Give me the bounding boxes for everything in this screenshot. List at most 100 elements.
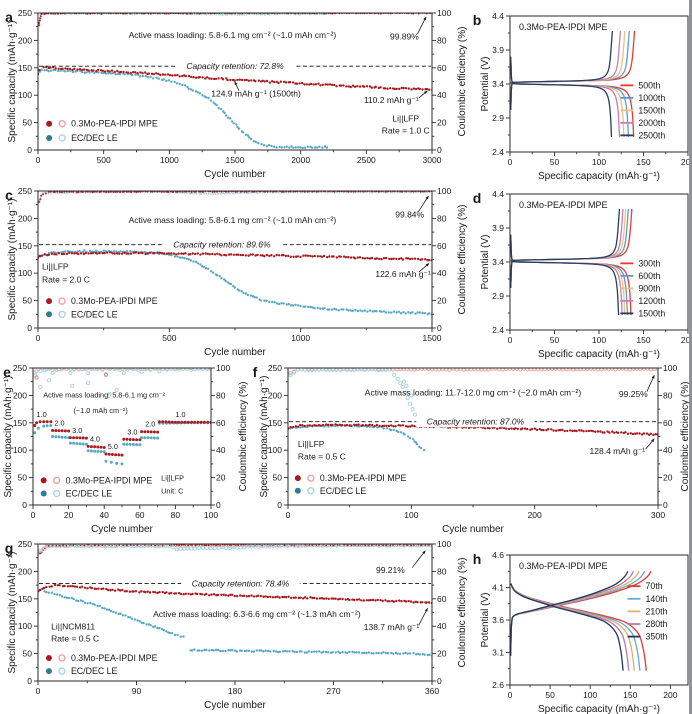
annotation: Li||NCM811	[51, 621, 95, 631]
data-dot	[83, 71, 87, 74]
data-dot	[345, 85, 348, 88]
data-dot	[201, 94, 204, 97]
data-dot	[244, 13, 247, 14]
ce-open-dot	[274, 544, 280, 549]
data-dot	[411, 257, 414, 260]
data-dot	[114, 611, 118, 614]
panel-letter: h	[473, 551, 482, 567]
data-dot	[218, 191, 221, 193]
data-dot	[382, 191, 385, 192]
data-dot	[122, 70, 125, 74]
data-dot	[152, 73, 155, 76]
data-dot	[132, 251, 136, 254]
data-dot	[149, 251, 152, 254]
outlier-dot	[403, 390, 408, 395]
data-dot	[113, 70, 116, 74]
data-dot	[394, 191, 396, 192]
data-dot	[334, 597, 337, 600]
data-dot	[357, 13, 360, 15]
data-dot	[272, 145, 276, 148]
data-dot	[271, 596, 275, 599]
data-dot	[406, 544, 408, 547]
y-right-tick-label: 60	[437, 594, 447, 604]
annotation: 122.6 mAh g⁻¹	[375, 269, 431, 279]
y-left-tick-label: 4.4	[492, 189, 504, 199]
data-dot	[175, 253, 178, 256]
data-dot	[63, 191, 66, 193]
data-dot	[256, 192, 259, 194]
data-dot	[138, 13, 141, 14]
data-dot	[652, 433, 655, 437]
data-dot	[189, 544, 192, 546]
data-dot	[384, 191, 387, 193]
data-dot	[340, 424, 344, 427]
y-right-tick-label: 60	[437, 241, 447, 251]
data-dot	[306, 424, 309, 427]
data-dot	[382, 191, 385, 194]
data-dot	[275, 146, 278, 149]
legend-label: 0.3Mo-PEA-IPDI MPE	[71, 653, 158, 663]
data-dot	[354, 13, 357, 15]
data-dot	[138, 438, 142, 442]
data-dot	[613, 431, 616, 434]
data-dot	[60, 429, 64, 433]
data-dot	[287, 302, 291, 306]
data-dot	[242, 291, 245, 295]
data-dot	[38, 24, 41, 27]
data-dot	[395, 87, 398, 91]
data-dot	[196, 13, 198, 15]
data-dot	[412, 601, 415, 604]
data-dot	[198, 92, 202, 95]
data-dot	[395, 257, 398, 261]
ce-open-dot	[168, 368, 173, 371]
data-dot	[53, 583, 57, 587]
data-dot	[381, 424, 384, 428]
data-dot	[288, 427, 290, 430]
data-dot	[411, 438, 415, 441]
data-dot	[361, 256, 364, 260]
data-dot	[236, 191, 239, 193]
data-dot	[269, 191, 272, 193]
data-dot	[642, 432, 646, 435]
panel-letter: e	[3, 364, 11, 380]
data-dot	[66, 585, 70, 588]
data-dot	[288, 650, 291, 653]
ce-open-dot	[196, 546, 202, 551]
data-dot	[262, 650, 265, 653]
data-dot	[333, 191, 336, 193]
data-dot	[191, 544, 194, 546]
data-dot	[103, 70, 107, 73]
legend-label-600th: 600th	[638, 271, 660, 281]
data-dot	[313, 424, 316, 427]
data-dot	[81, 71, 84, 74]
data-dot	[57, 429, 61, 433]
data-dot	[355, 423, 358, 427]
data-dot	[356, 85, 359, 88]
data-dot	[64, 70, 67, 73]
data-dot	[143, 250, 146, 254]
data-dot	[149, 191, 152, 193]
y-right-tick-label: 0	[437, 676, 442, 686]
data-dot	[36, 426, 40, 430]
data-dot	[158, 251, 162, 254]
data-dot	[516, 427, 519, 431]
data-dot	[101, 606, 104, 610]
annotation-arrowhead	[425, 263, 430, 267]
data-dot	[244, 254, 248, 257]
data-dot	[231, 593, 234, 596]
data-dot	[354, 308, 357, 312]
legend-label-1000th: 1000th	[638, 93, 665, 103]
data-dot	[134, 590, 138, 593]
data-dot	[125, 590, 128, 593]
data-dot	[281, 595, 284, 599]
data-dot	[67, 251, 71, 254]
y-right-tick-label: 40	[437, 268, 447, 278]
data-dot	[425, 191, 428, 194]
data-dot	[184, 191, 187, 193]
y-left-tick-label: 2.4	[492, 325, 504, 335]
data-dot	[335, 256, 338, 259]
data-dot	[203, 648, 206, 652]
data-dot	[42, 586, 46, 590]
data-dot	[95, 587, 98, 591]
